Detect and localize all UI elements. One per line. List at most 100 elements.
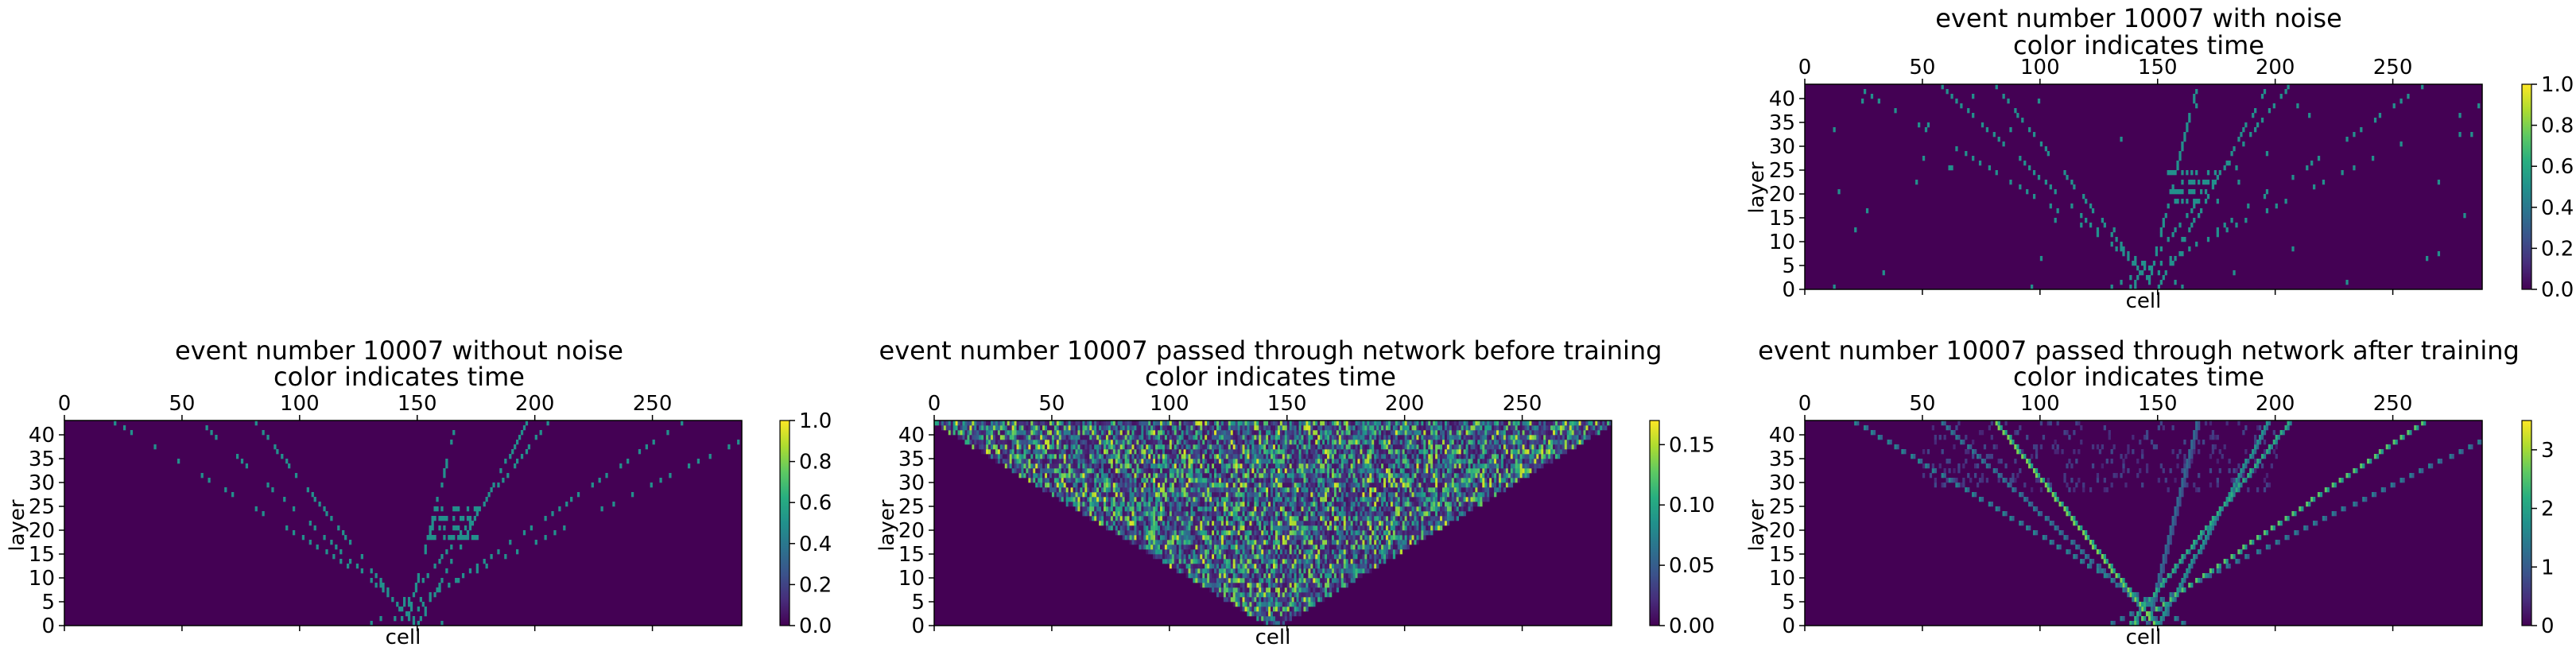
heatmap-cell [1082,468,1085,474]
heatmap-cell [1924,127,1928,133]
heatmap-cell [1320,492,1323,498]
heatmap-cell [1223,492,1227,498]
heatmap-cell [1256,607,1259,612]
heatmap-cell [1216,559,1220,564]
heatmap-cell [1301,545,1304,550]
heatmap-cell [1397,549,1401,555]
heatmap-cell [1084,473,1088,479]
heatmap-cell [1259,487,1262,493]
heatmap-cell [1230,573,1234,579]
heatmap-cell [1214,459,1217,464]
heatmap-cell [1223,459,1227,464]
heatmap-cell [1313,463,1316,469]
heatmap-cell [1218,564,1222,569]
heatmap-cell [1465,492,1468,498]
heatmap-cell [1286,497,1290,502]
colorbar-gradient [2522,84,2531,289]
heatmap-cell [1185,463,1189,469]
heatmap-cell [1390,492,1394,498]
heatmap-cell [1352,511,1356,517]
heatmap-cell [1320,583,1323,588]
heatmap-cell [1381,497,1384,502]
heatmap-cell [1202,583,1205,588]
heatmap-cell [645,444,648,450]
heatmap-cell [1112,511,1116,517]
heatmap-cell [1350,506,1353,512]
heatmap-cell [1185,511,1189,517]
heatmap-cell [1416,535,1419,541]
heatmap-cell [1446,497,1450,502]
heatmap-cell [1406,545,1410,550]
heatmap-cell [1499,473,1502,479]
heatmap-cell [1205,564,1208,569]
heatmap-cell [1007,454,1010,459]
heatmap-cell [1331,516,1335,521]
heatmap-cell [254,421,258,426]
heatmap-cell [1188,492,1191,498]
heatmap-cell [1030,463,1034,469]
heatmap-cell [1357,478,1360,483]
heatmap-cell [995,454,999,459]
heatmap-cell [1244,511,1247,517]
heatmap-cell [1286,583,1290,588]
heatmap-cell [1266,602,1269,607]
heatmap-cell [1119,487,1123,493]
heatmap-cell [1108,459,1111,464]
heatmap-cell [1056,459,1060,464]
heatmap-cell [1122,511,1125,517]
heatmap-cell [1430,511,1433,517]
heatmap-cell [1395,540,1399,545]
heatmap-cell [1305,497,1309,502]
heatmap-cell [1446,521,1450,526]
heatmap-cell [1271,549,1274,555]
heatmap-cell [2049,203,2052,209]
heatmap-cell [1030,473,1034,479]
heatmap-cell [1303,525,1306,531]
heatmap-cell [1242,511,1245,517]
heatmap-cell [1414,478,1417,483]
heatmap-cell [1259,535,1262,541]
heatmap-cell [1237,602,1240,607]
heatmap-cell [1261,597,1264,603]
heatmap-cell [1369,492,1372,498]
heatmap-cell [1348,540,1351,545]
heatmap-cell [1230,459,1234,464]
heatmap-cell [1051,463,1055,469]
heatmap-cell [1273,525,1276,531]
heatmap-cell [1259,478,1262,483]
heatmap-cell [1122,468,1125,474]
heatmap-cell [1487,492,1490,498]
heatmap-cell [1209,554,1212,560]
heatmap-cell [1414,530,1417,536]
heatmap-cell [1303,554,1306,560]
heatmap-cell [1404,511,1407,517]
heatmap-cell [1205,578,1208,583]
heatmap-cell [1296,611,1299,617]
heatmap-cell [1155,554,1158,560]
heatmap-cell [1038,463,1041,469]
heatmap-cell [1092,468,1095,474]
heatmap-cell [1223,592,1227,598]
heatmap-cell [1496,487,1499,493]
heatmap-cell [1195,540,1198,545]
heatmap-cell [1122,516,1125,521]
heatmap-cell [1329,459,1333,464]
heatmap-cell [1367,459,1370,464]
heatmap-cell [445,568,448,574]
heatmap-cell [1096,516,1100,521]
heatmap-cell [1313,559,1316,564]
heatmap-cell [1254,483,1257,488]
heatmap-cell [1099,516,1102,521]
heatmap-cell [1096,506,1100,512]
heatmap-cell [1470,502,1473,507]
heatmap-cell [1284,597,1288,603]
heatmap-cell [1381,506,1384,512]
heatmap-cell [1251,597,1255,603]
heatmap-cell [1446,478,1450,483]
heatmap-cell [1470,506,1473,512]
heatmap-cell [1529,468,1532,474]
heatmap-cell [1146,473,1149,479]
heatmap-cell [1327,473,1330,479]
heatmap-cell [1195,516,1198,521]
heatmap-cell [1277,578,1281,583]
